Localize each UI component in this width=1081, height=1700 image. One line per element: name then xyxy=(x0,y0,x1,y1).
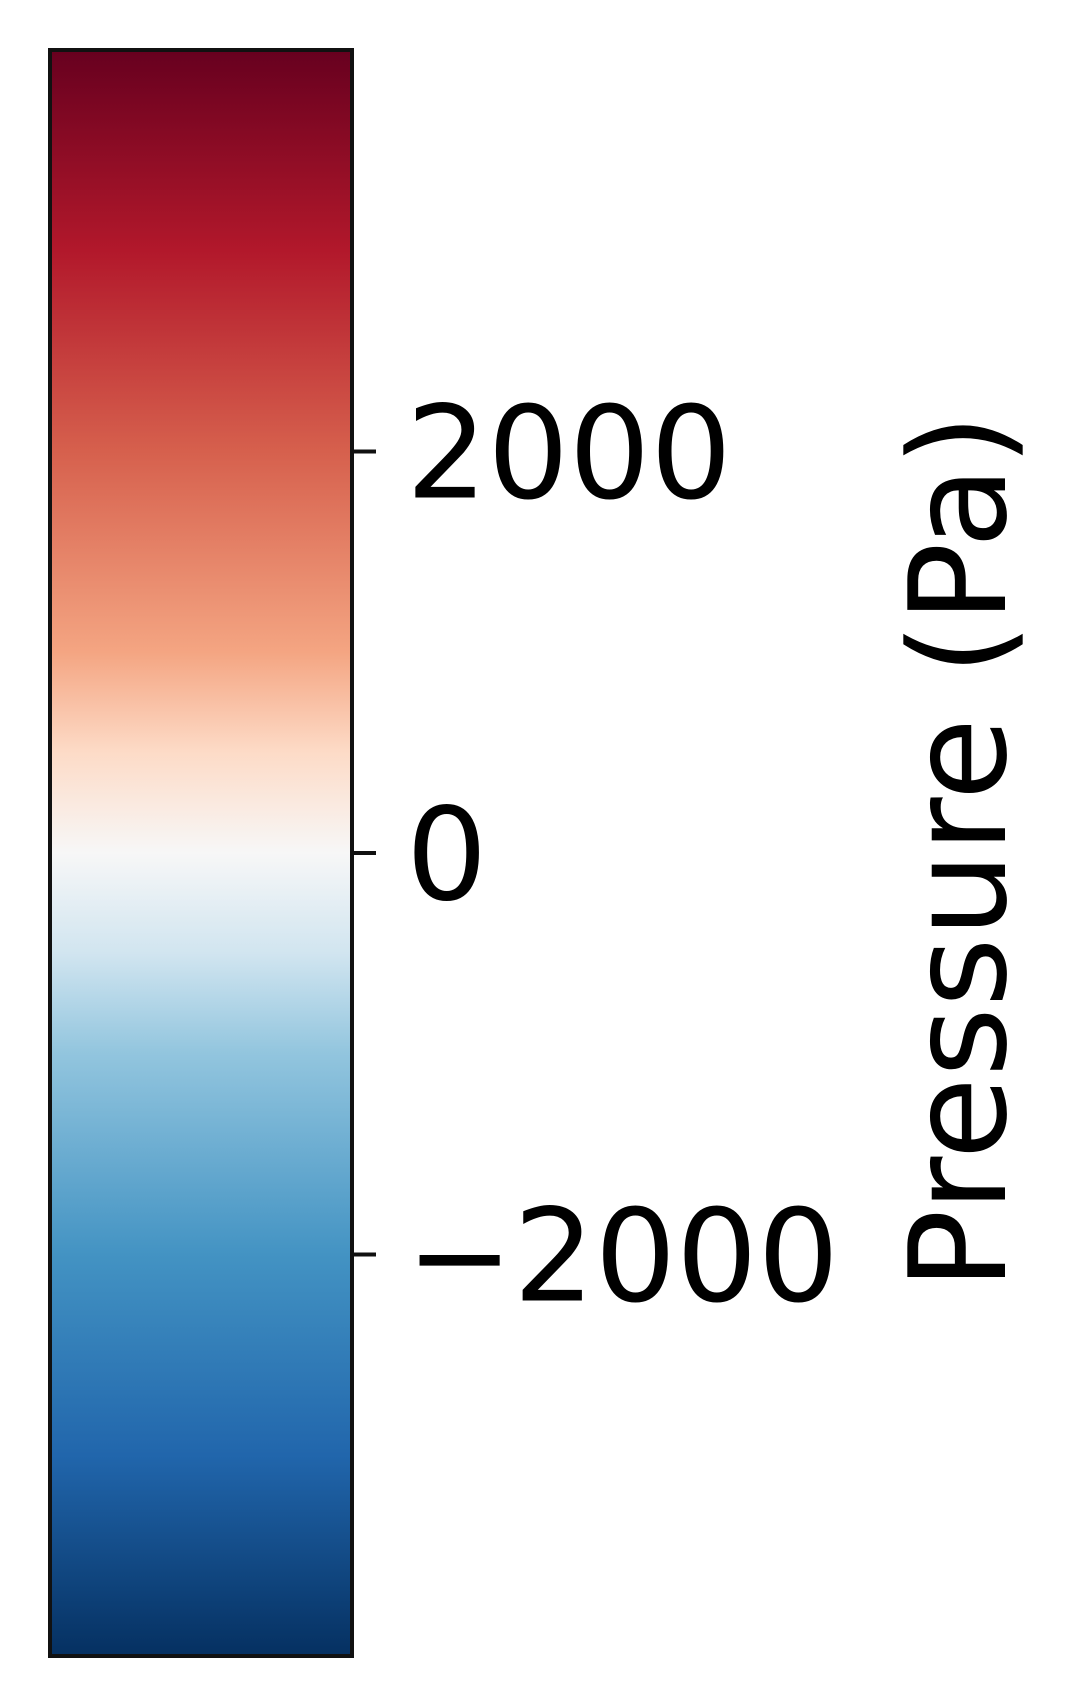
colorbar-tick-label: 0 xyxy=(406,781,487,930)
colorbar-axis-label: Pressure (Pa) xyxy=(881,414,1037,1290)
colorbar-tick-label: 2000 xyxy=(406,380,732,529)
colorbar-ticks: 2000 0 −2000 xyxy=(352,380,839,1332)
colorbar-fill xyxy=(50,50,352,1656)
colorbar-tick-label: −2000 xyxy=(406,1183,839,1332)
